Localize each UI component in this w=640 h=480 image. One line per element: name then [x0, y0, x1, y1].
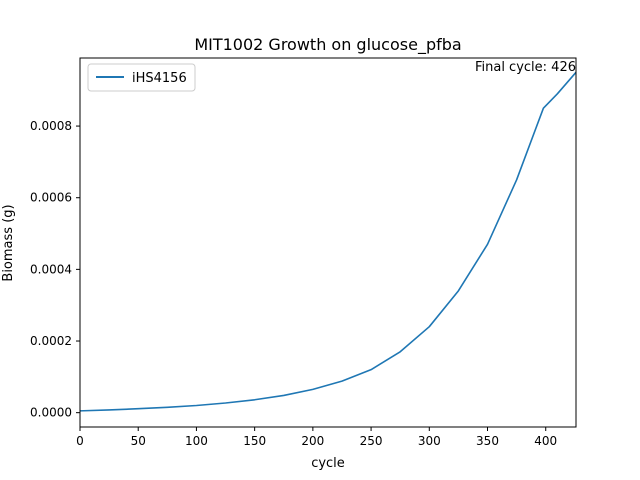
- plot-area: 0 50 100 150 200 250 300 350 400 0.0000 0.0002 0.00…: [30, 57, 577, 448]
- series-line-ihs4156: [79, 71, 577, 412]
- final-cycle-annotation: Final cycle: 426: [475, 60, 576, 75]
- x-tick-label: 400: [534, 434, 557, 448]
- y-tick-label: 0.0002: [30, 334, 72, 348]
- legend: iHS4156: [87, 63, 196, 92]
- x-tick-label: 150: [243, 434, 266, 448]
- x-tick-label: 350: [476, 434, 499, 448]
- legend-label-ihs4156: iHS4156: [132, 71, 187, 86]
- x-tick-label: 250: [360, 434, 383, 448]
- y-axis-label: Biomass (g): [1, 204, 16, 281]
- x-tick-label: 200: [301, 434, 324, 448]
- x-tick-label: 0: [76, 434, 84, 448]
- axes-frame: [79, 57, 577, 428]
- y-tick-label: 0.0006: [30, 191, 72, 205]
- y-tick-label: 0.0004: [30, 262, 72, 276]
- chart-title: MIT1002 Growth on glucose_pfba: [194, 35, 461, 55]
- x-axis-label: cycle: [311, 456, 345, 471]
- x-tick-label: 50: [131, 434, 146, 448]
- y-tick-label: 0.0000: [30, 406, 72, 420]
- x-tick-label: 300: [418, 434, 441, 448]
- x-tick-label: 100: [185, 434, 208, 448]
- legend-box: [87, 63, 196, 92]
- y-tick-label: 0.0008: [30, 119, 72, 133]
